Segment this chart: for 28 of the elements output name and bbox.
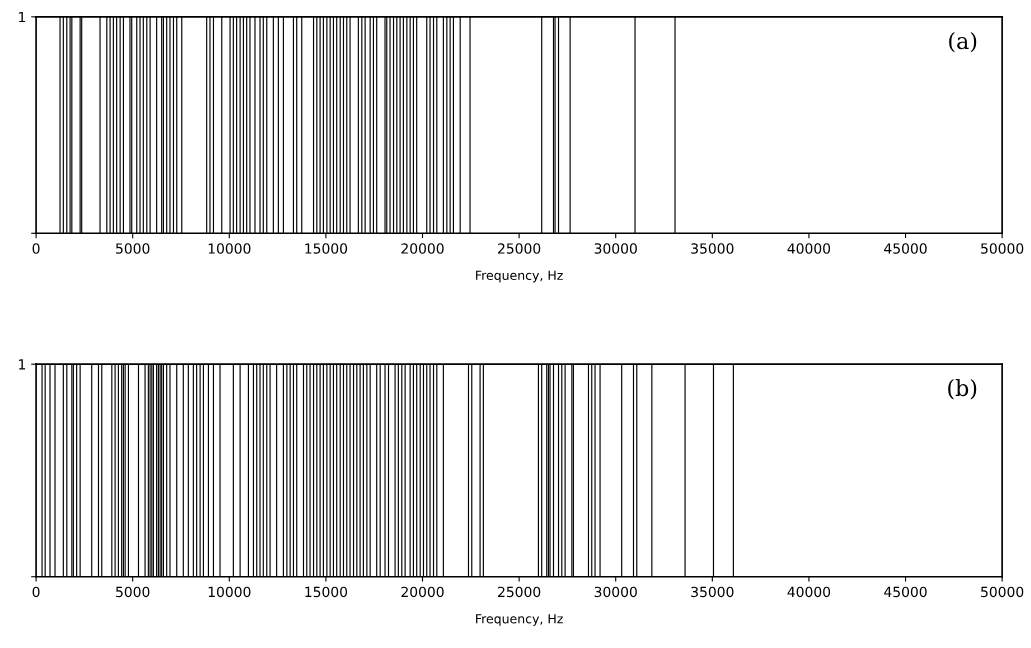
- x-axis-title: Frequency, Hz: [476, 270, 563, 283]
- x-tick-label: 10000: [208, 243, 251, 254]
- annotation: (b): [948, 379, 977, 400]
- x-tick-label: 35000: [691, 243, 734, 254]
- x-tick-label: 25000: [498, 243, 541, 254]
- y-tick-label: 1: [19, 12, 26, 23]
- x-tick-label: 50000: [981, 243, 1024, 254]
- y-tick-label: 1: [19, 359, 26, 370]
- x-tick-label: 45000: [884, 586, 927, 598]
- x-tick-label: 15000: [305, 243, 348, 254]
- x-tick-label: 30000: [594, 586, 637, 598]
- x-axis-title: Frequency, Hz: [476, 614, 563, 626]
- x-tick-label: 20000: [401, 586, 444, 598]
- x-tick-label: 50000: [981, 586, 1024, 598]
- x-tick-label: 45000: [884, 243, 927, 254]
- x-tick-label: 40000: [787, 243, 831, 254]
- x-tick-label: 20000: [401, 243, 444, 254]
- x-tick-label: 10000: [208, 586, 251, 598]
- x-tick-label: 30000: [594, 243, 637, 254]
- x-tick-label: 0: [32, 243, 40, 254]
- x-tick-label: 5000: [116, 243, 150, 254]
- x-tick-label: 5000: [116, 586, 150, 598]
- x-tick-label: 35000: [691, 586, 734, 598]
- x-tick-label: 25000: [498, 586, 541, 598]
- x-tick-label: 0: [32, 586, 40, 598]
- x-tick-label: 15000: [305, 586, 348, 598]
- annotation: (a): [949, 32, 977, 53]
- x-tick-label: 40000: [787, 586, 831, 598]
